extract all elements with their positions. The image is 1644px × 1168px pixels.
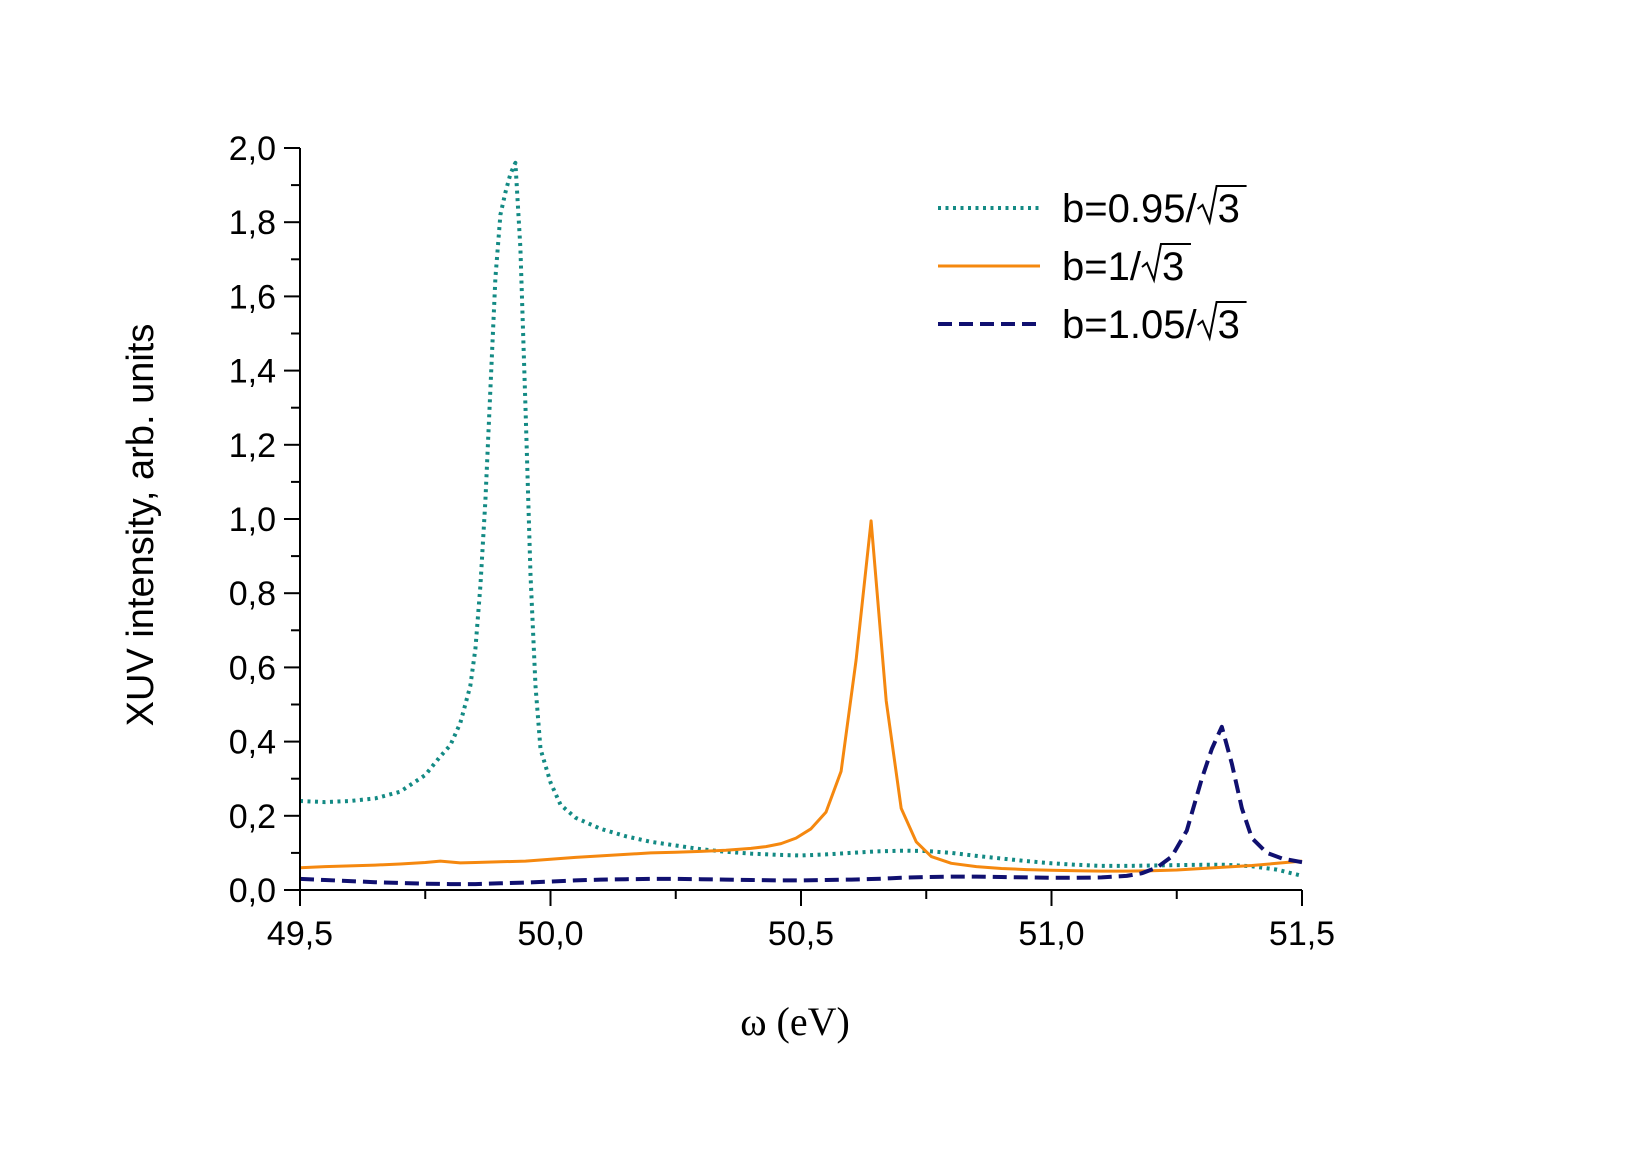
legend-label: b=0.95/ bbox=[1062, 187, 1197, 231]
sqrt-radical-icon bbox=[1196, 301, 1247, 342]
series-line-3 bbox=[299, 724, 1303, 887]
x-tick-label: 49,5 bbox=[267, 915, 333, 953]
legend-entry-2: b=1/3 bbox=[1062, 243, 1191, 289]
y-tick-label: 0,2 bbox=[229, 798, 276, 836]
sqrt-radical-icon bbox=[1196, 185, 1247, 226]
legend: b=0.95/3b=1/3b=1.05/3 bbox=[938, 185, 1247, 347]
y-tick-label: 1,0 bbox=[229, 501, 276, 539]
y-tick-label: 0,8 bbox=[229, 575, 276, 613]
axes: 49,5 50,0 50,5 51,0 51,5 0,0 0,2 0,4 0,6 0,8 1,0 1,… bbox=[229, 130, 1335, 953]
legend-entry-1: b=0.95/3 bbox=[1062, 185, 1247, 231]
series-line-2 bbox=[299, 519, 1303, 873]
legend-entry-3: b=1.05/3 bbox=[1062, 301, 1247, 347]
y-tick-label: 1,6 bbox=[229, 278, 276, 316]
legend-label: b=1/ bbox=[1062, 245, 1142, 289]
y-tick-label: 1,8 bbox=[229, 204, 276, 242]
x-tick-label: 51,5 bbox=[1269, 915, 1335, 953]
y-tick-label: 2,0 bbox=[229, 130, 276, 168]
y-axis-label: XUV intensity, arb. units bbox=[120, 324, 162, 727]
x-tick-label: 51,0 bbox=[1018, 915, 1084, 953]
plot-lines bbox=[299, 160, 1303, 887]
y-tick-label: 0,6 bbox=[229, 649, 276, 687]
series-line-1 bbox=[299, 160, 1303, 878]
legend-radicand: 3 bbox=[1162, 245, 1184, 289]
x-tick-label: 50,5 bbox=[768, 915, 834, 953]
x-axis-label: ω (eV) bbox=[740, 999, 850, 1044]
legend-radicand: 3 bbox=[1218, 187, 1240, 231]
y-tick-label: 0,0 bbox=[229, 872, 276, 910]
y-tick-label: 1,2 bbox=[229, 427, 276, 465]
y-tick-label: 0,4 bbox=[229, 724, 276, 762]
legend-label: b=1.05/ bbox=[1062, 303, 1197, 347]
x-tick-label: 50,0 bbox=[517, 915, 583, 953]
sqrt-radical-icon bbox=[1141, 243, 1191, 284]
y-tick-label: 1,4 bbox=[229, 353, 276, 391]
legend-radicand: 3 bbox=[1218, 303, 1240, 347]
